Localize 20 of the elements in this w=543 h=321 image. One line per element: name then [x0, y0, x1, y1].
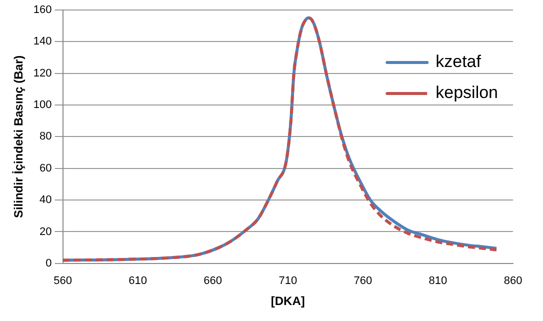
x-tick-label: 860: [504, 275, 522, 288]
x-tick-label: 810: [428, 275, 448, 288]
y-tick-label: 140: [33, 36, 52, 48]
x-tick-label: 560: [54, 275, 72, 288]
y-tick-label: 0: [46, 257, 52, 270]
x-axis-title: [DKA]: [270, 294, 305, 308]
x-tick-label: 660: [204, 275, 222, 288]
y-axis-title: Silindir İçindeki Basınç (Bar): [12, 55, 26, 218]
y-tick-label: 100: [33, 99, 52, 112]
x-tick-label: 610: [128, 275, 147, 288]
y-tick-label: 80: [40, 130, 52, 143]
legend-label: kzetaf: [436, 52, 482, 72]
y-tick-label: 60: [40, 162, 52, 174]
y-tick-label: 120: [33, 67, 52, 80]
legend-label: kepsilon: [436, 83, 498, 102]
x-tick-label: 710: [278, 275, 298, 288]
x-tick-label: 760: [354, 275, 372, 288]
y-tick-label: 20: [40, 226, 52, 238]
y-tick-label: 160: [33, 4, 52, 16]
y-tick-label: 40: [40, 194, 52, 206]
